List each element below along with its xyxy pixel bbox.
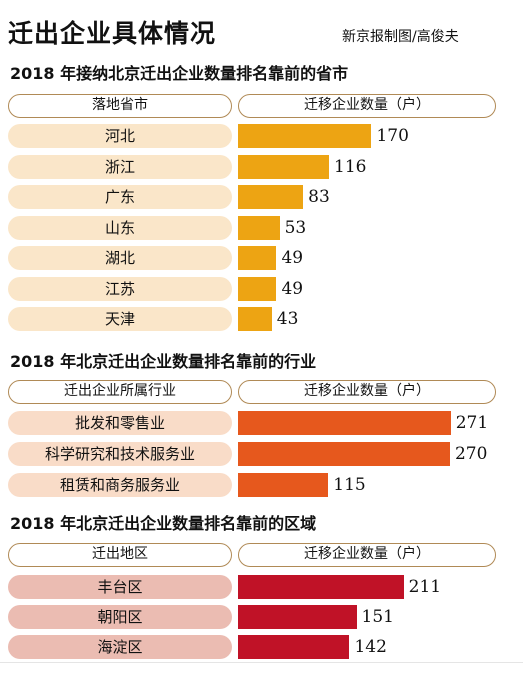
value-label: 142 <box>354 637 387 657</box>
chart-title: 2018 年北京迁出企业数量排名靠前的区域 <box>10 514 317 533</box>
category-header: 迁出企业所属行业 <box>8 380 232 404</box>
value-header: 迁移企业数量（户） <box>238 94 496 118</box>
value-label: 49 <box>281 278 304 299</box>
category-label: 广东 <box>8 185 232 209</box>
category-label: 山东 <box>8 215 232 240</box>
category-label: 江苏 <box>8 276 232 301</box>
bottom-divider <box>0 662 523 663</box>
chart-title: 2018 年接纳北京迁出企业数量排名靠前的省市 <box>10 64 349 83</box>
data-bar <box>238 154 330 179</box>
category-label: 天津 <box>8 307 232 331</box>
category-header: 落地省市 <box>8 94 232 118</box>
value-label: 115 <box>333 475 366 495</box>
data-bar <box>238 215 280 240</box>
data-bar <box>238 307 272 331</box>
category-header: 迁出地区 <box>8 543 232 567</box>
data-bar <box>238 246 277 270</box>
category-label: 河北 <box>8 124 232 148</box>
chart-title: 2018 年北京迁出企业数量排名靠前的行业 <box>10 352 317 371</box>
value-label: 271 <box>455 413 489 433</box>
data-bar <box>238 575 404 599</box>
value-header: 迁移企业数量（户） <box>238 380 496 404</box>
category-label: 湖北 <box>8 246 232 270</box>
category-label: 科学研究和技术服务业 <box>8 442 232 466</box>
data-bar <box>238 473 329 497</box>
category-label: 租赁和商务服务业 <box>8 473 232 497</box>
value-label: 170 <box>376 126 409 146</box>
data-bar <box>238 124 372 148</box>
data-bar <box>238 276 277 301</box>
category-label: 朝阳区 <box>8 605 232 629</box>
value-header: 迁移企业数量（户） <box>238 543 496 567</box>
value-label: 116 <box>334 156 367 177</box>
value-label: 43 <box>276 309 299 329</box>
category-label: 浙江 <box>8 154 232 179</box>
data-bar <box>238 185 304 209</box>
value-label: 83 <box>308 187 330 207</box>
value-label: 49 <box>281 248 304 268</box>
data-bar <box>238 605 357 629</box>
category-label: 丰台区 <box>8 575 232 599</box>
value-label: 270 <box>454 444 488 464</box>
page-title: 迁出企业具体情况 <box>8 19 217 48</box>
category-label: 海淀区 <box>8 635 232 659</box>
category-label: 批发和零售业 <box>8 411 232 435</box>
value-label: 53 <box>284 217 307 238</box>
data-bar <box>238 411 451 435</box>
data-bar <box>238 635 350 659</box>
value-label: 211 <box>408 577 442 597</box>
credit-line: 新京报制图/高俊夫 <box>342 29 459 45</box>
value-label: 151 <box>361 607 394 627</box>
data-bar <box>238 442 450 466</box>
